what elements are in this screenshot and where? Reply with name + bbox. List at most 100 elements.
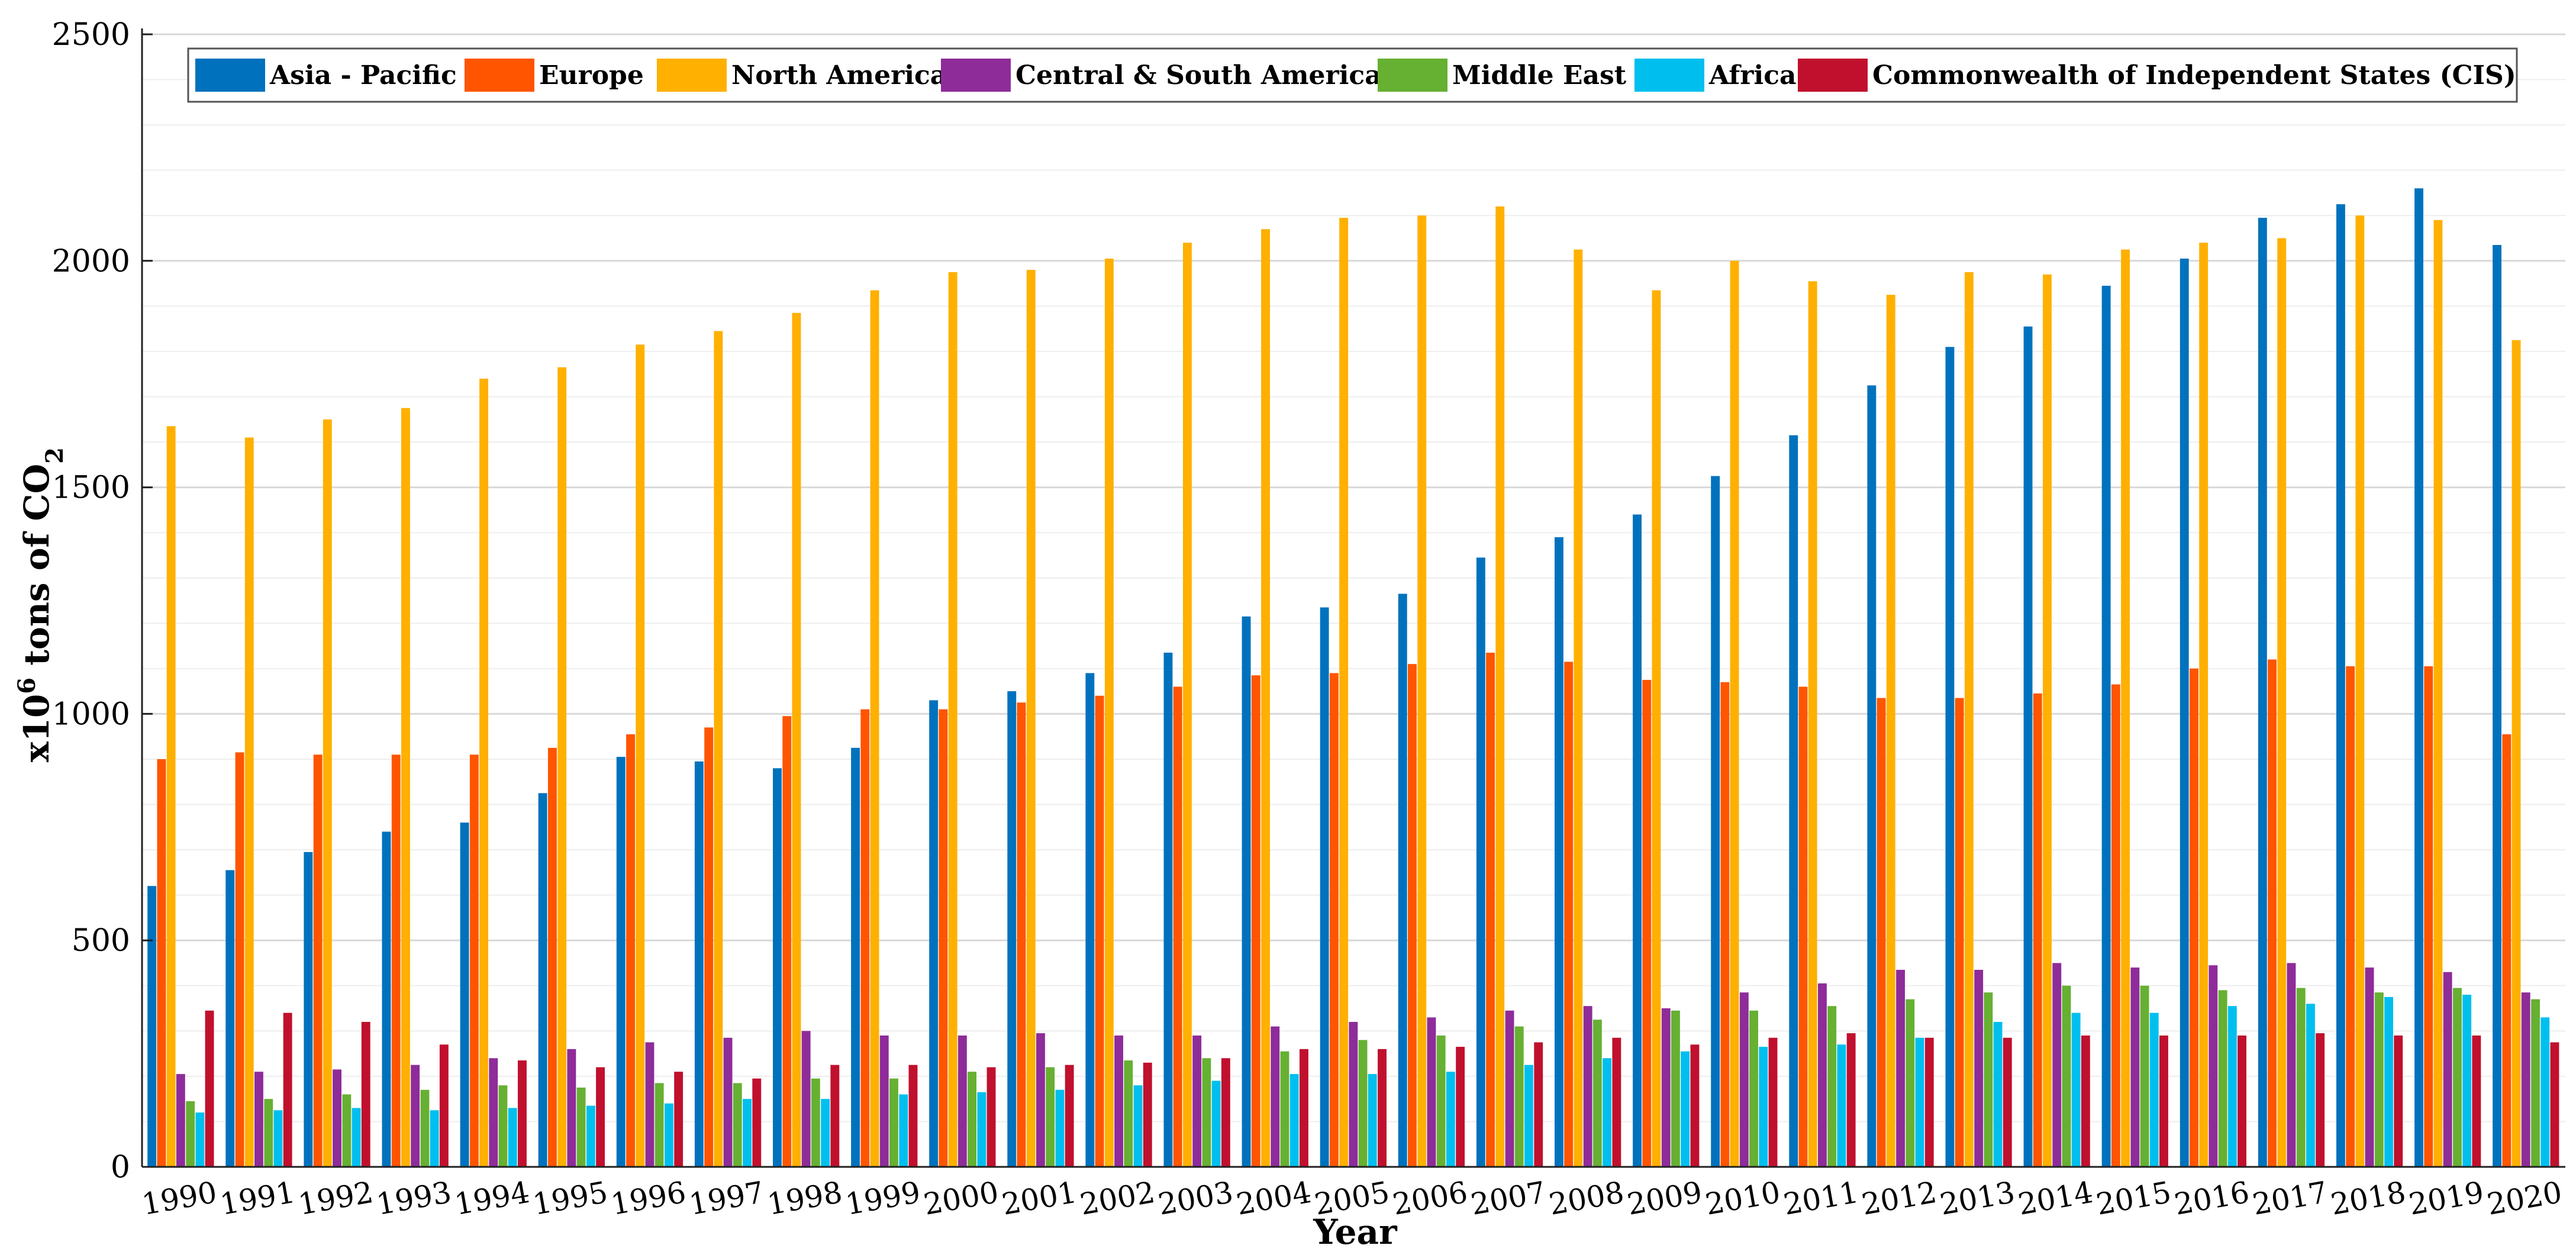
bar [1036, 1033, 1045, 1167]
bar [1046, 1067, 1055, 1167]
bar [596, 1067, 605, 1167]
bar [1837, 1044, 1846, 1167]
bar [1681, 1051, 1690, 1167]
bar [830, 1065, 840, 1167]
bar [957, 1036, 967, 1167]
bar [1271, 1026, 1280, 1167]
bar [1408, 664, 1417, 1167]
bar [1993, 1022, 2003, 1167]
bar [518, 1060, 527, 1167]
bar [176, 1074, 185, 1167]
bar [1055, 1089, 1065, 1167]
bar [1114, 1036, 1123, 1167]
bar [1192, 1036, 1202, 1167]
bar [2424, 666, 2433, 1167]
bar [2550, 1042, 2559, 1167]
bar [1104, 259, 1114, 1167]
bar [1427, 1017, 1436, 1167]
bar [704, 727, 714, 1167]
legend-label: Middle East [1452, 60, 1627, 91]
bar [2531, 999, 2540, 1167]
bar [548, 747, 557, 1167]
bar [2502, 734, 2511, 1167]
bar [2023, 326, 2033, 1167]
bar [2218, 990, 2227, 1167]
bar [821, 1099, 830, 1167]
bar [1143, 1062, 1152, 1167]
bar [2062, 985, 2071, 1167]
bar [792, 312, 801, 1167]
bar [1417, 215, 1427, 1167]
bar [2453, 988, 2462, 1167]
bar [244, 437, 254, 1167]
bar [2101, 285, 2111, 1167]
bar [333, 1069, 341, 1167]
bar [2493, 245, 2501, 1167]
bar [2052, 963, 2062, 1167]
bar [382, 831, 391, 1167]
bar [195, 1112, 205, 1167]
x-tick-label: 2018 [2328, 1175, 2408, 1222]
bar [1446, 1072, 1455, 1167]
x-tick-label: 2019 [2406, 1175, 2486, 1222]
bar [1358, 1040, 1368, 1167]
x-tick-label: 2006 [1390, 1175, 1470, 1222]
bar [665, 1103, 673, 1167]
bar [420, 1089, 430, 1167]
bar [948, 272, 957, 1167]
bar [1915, 1037, 1924, 1167]
bar [1896, 970, 1905, 1167]
bar [2130, 967, 2140, 1167]
legend-label: Europe [539, 60, 644, 91]
bar [469, 754, 479, 1167]
x-tick-label: 1998 [765, 1175, 844, 1222]
bar [1456, 1047, 1465, 1167]
y-tick-label: 2000 [52, 244, 130, 279]
bar [851, 747, 860, 1167]
bar [304, 851, 313, 1167]
bar [1505, 1010, 1514, 1167]
bar [1495, 206, 1505, 1167]
bar [1592, 1020, 1602, 1167]
bar [977, 1092, 986, 1167]
bar [2287, 963, 2296, 1167]
bar [1280, 1051, 1289, 1167]
bar [2540, 1017, 2550, 1167]
bar [273, 1110, 283, 1167]
bar [1368, 1074, 1377, 1167]
x-tick-label: 1996 [608, 1175, 688, 1222]
bar [1877, 698, 1886, 1167]
bar [1671, 1010, 1680, 1167]
bar [2190, 668, 2198, 1167]
bar [1749, 1010, 1758, 1167]
bar [2433, 220, 2443, 1167]
bar [2414, 188, 2423, 1167]
bar [479, 378, 488, 1167]
x-tick-label: 2014 [2016, 1175, 2095, 1222]
bar [225, 870, 235, 1167]
x-tick-label: 2010 [1703, 1175, 1782, 1222]
bar [411, 1065, 420, 1167]
bar [1095, 695, 1104, 1167]
bar [1251, 675, 1260, 1167]
bar [1221, 1058, 1230, 1167]
bar [1730, 260, 1739, 1167]
bar [694, 761, 704, 1167]
x-tick-label: 2003 [1156, 1175, 1236, 1222]
legend-box [187, 47, 2518, 103]
bar [576, 1088, 586, 1167]
bar [616, 757, 626, 1167]
x-axis-title: Year [1313, 1212, 1398, 1252]
x-tick-label: 2017 [2250, 1175, 2330, 1222]
bar [1163, 653, 1173, 1167]
bar [2180, 259, 2189, 1167]
bar [1768, 1037, 1778, 1167]
bar [1964, 272, 1974, 1167]
bar [2003, 1037, 2012, 1167]
legend-swatch [941, 59, 1011, 92]
bar [1349, 1022, 1358, 1167]
bar [147, 886, 157, 1167]
bar [626, 734, 635, 1167]
bar [1808, 281, 1817, 1167]
bar [1974, 970, 1984, 1167]
